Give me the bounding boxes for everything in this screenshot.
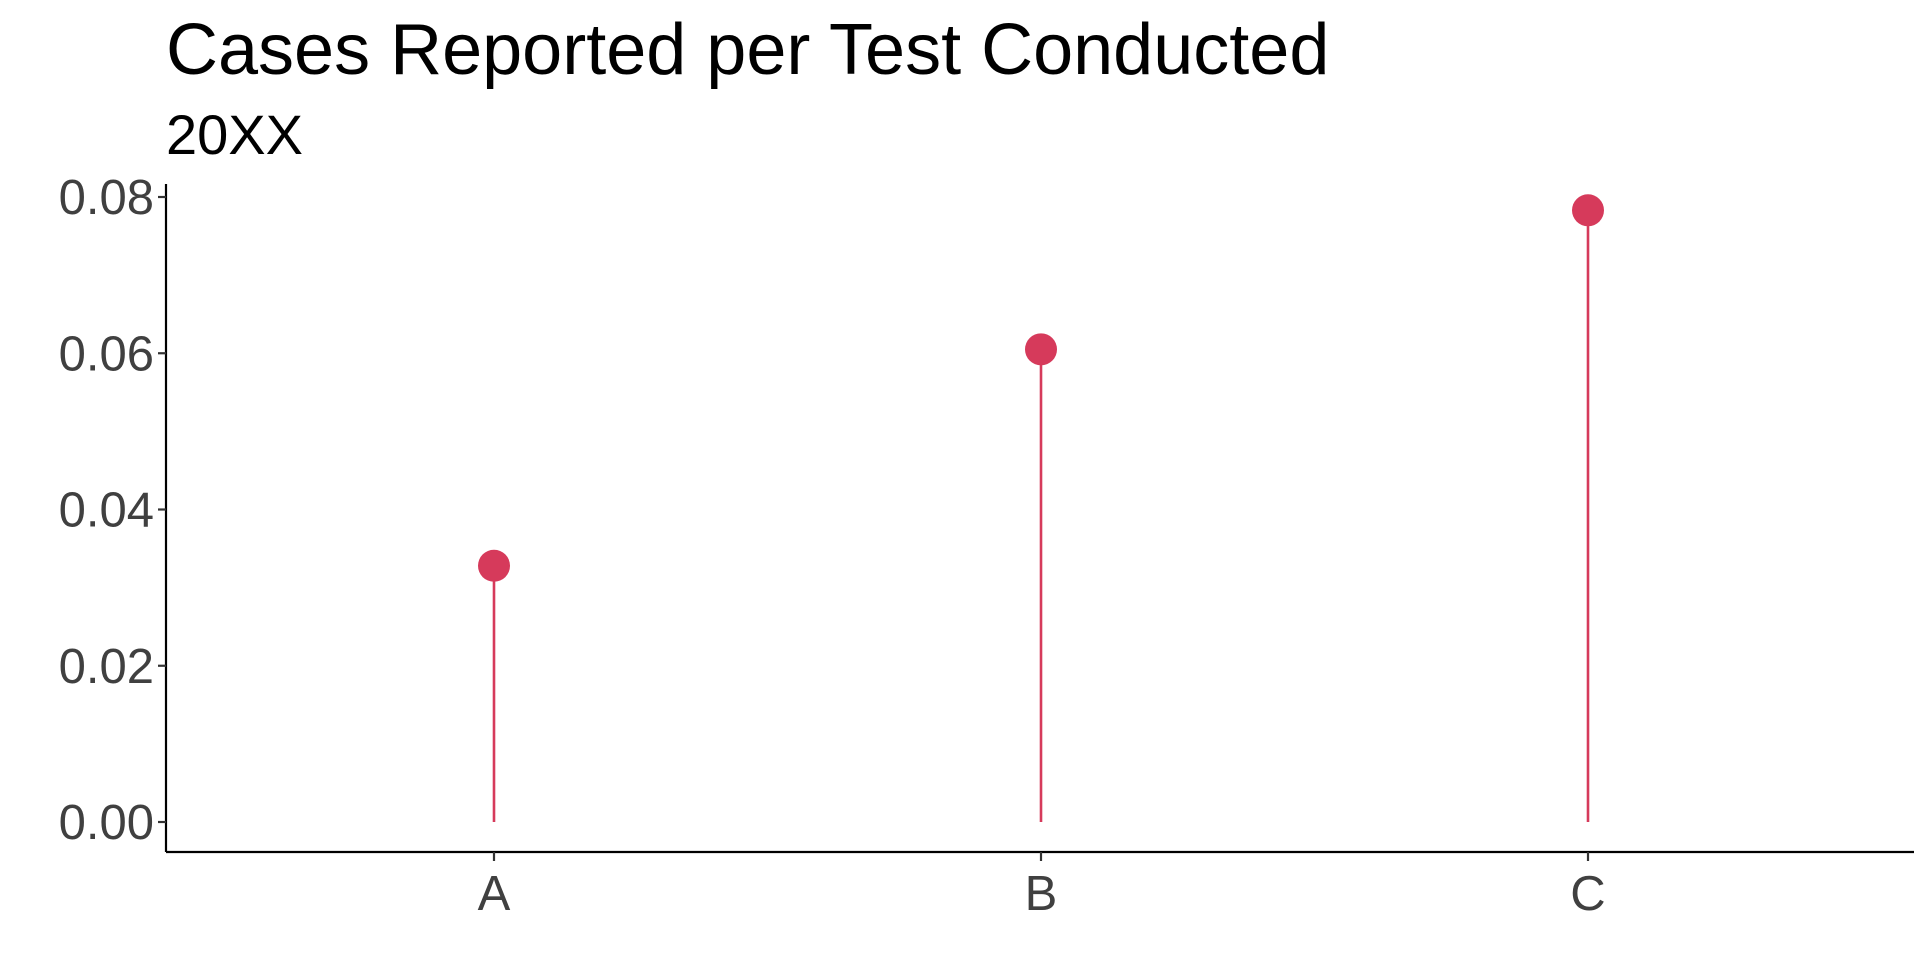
y-tick-label: 0.00 <box>59 796 154 850</box>
lollipop-point <box>1572 194 1604 227</box>
chart-title: Cases Reported per Test Conducted <box>166 10 1329 90</box>
y-tick-label: 0.06 <box>59 327 154 381</box>
lollipop-point <box>1025 333 1057 366</box>
lollipop-point <box>478 549 510 582</box>
y-tick-label: 0.08 <box>59 171 154 225</box>
x-tick-label: A <box>478 867 511 921</box>
chart-subtitle: 20XX <box>166 103 303 166</box>
x-tick-label: B <box>1025 867 1058 921</box>
y-tick-label: 0.02 <box>59 640 154 694</box>
y-tick-label: 0.04 <box>59 484 154 538</box>
plot-area: 0.00 0.02 0.04 0.06 0.08 A B C <box>59 171 1914 921</box>
x-tick-label: C <box>1570 867 1605 921</box>
